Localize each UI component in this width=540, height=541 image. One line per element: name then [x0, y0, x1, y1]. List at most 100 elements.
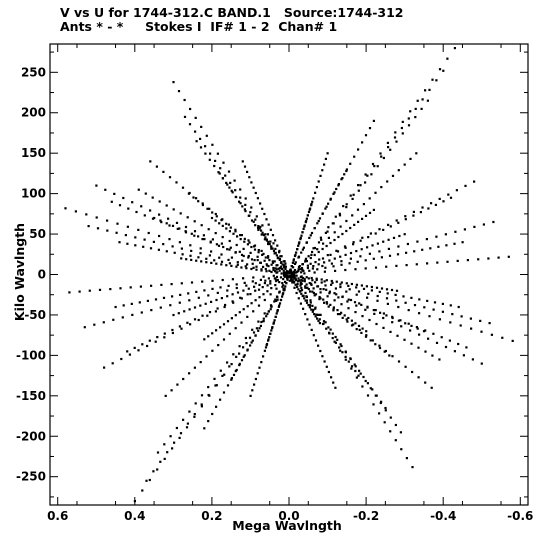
uv-point: [297, 288, 300, 291]
uv-point: [324, 231, 327, 234]
uv-point: [378, 412, 381, 415]
uv-point: [287, 275, 290, 278]
uv-point: [344, 253, 347, 256]
uv-point: [211, 279, 214, 282]
uv-point: [270, 329, 273, 332]
uv-point: [193, 413, 196, 416]
y-tick-label: -150: [16, 389, 46, 403]
uv-point: [404, 365, 407, 368]
uv-point: [314, 261, 317, 264]
uv-point: [327, 202, 330, 205]
axis-ticks: [50, 44, 528, 505]
uv-point: [274, 298, 277, 301]
uv-point: [336, 313, 340, 316]
uv-point: [255, 327, 258, 330]
uv-point: [201, 203, 204, 207]
uv-point: [317, 263, 320, 266]
uv-point: [442, 69, 445, 72]
uv-point: [321, 247, 324, 251]
uv-point: [282, 269, 285, 272]
uv-point: [332, 307, 335, 310]
uv-point: [318, 295, 321, 299]
uv-point: [417, 376, 420, 379]
uv-point: [216, 307, 219, 310]
uv-point: [272, 266, 275, 270]
uv-point: [239, 188, 242, 191]
uv-point: [321, 169, 324, 172]
uv-point: [250, 302, 253, 305]
uv-point: [315, 313, 318, 316]
uv-point: [214, 232, 217, 235]
uv-point: [210, 250, 213, 253]
uv-point: [121, 316, 124, 319]
uv-point: [470, 327, 473, 330]
uv-point: [349, 357, 352, 360]
uv-point: [295, 291, 298, 295]
uv-point: [453, 47, 456, 50]
uv-point: [404, 322, 407, 325]
uv-point: [308, 282, 311, 285]
uv-point: [405, 264, 408, 267]
uv-point: [193, 220, 196, 223]
uv-point: [374, 309, 377, 312]
uv-point: [317, 319, 320, 322]
uv-point: [400, 126, 403, 130]
uv-point: [279, 255, 282, 258]
uv-point: [278, 269, 281, 272]
uv-point: [221, 177, 224, 180]
y-tick-label: 100: [21, 187, 46, 201]
plot-subtitle: Ants * - * Stokes I IF# 1 - 2 Chan# 1: [60, 19, 338, 34]
uv-point: [162, 243, 165, 246]
y-tick-label: 200: [21, 106, 46, 120]
uv-point: [263, 312, 266, 315]
uv-point: [221, 374, 224, 377]
uv-point: [312, 265, 315, 268]
uv-point: [213, 259, 216, 262]
uv-point: [238, 364, 241, 367]
uv-point: [193, 230, 197, 233]
uv-point: [180, 247, 183, 250]
uv-point: [114, 305, 117, 309]
uv-point: [218, 256, 221, 259]
uv-point: [221, 224, 224, 227]
uv-point: [291, 281, 294, 284]
uv-point: [435, 79, 438, 82]
uv-point: [141, 489, 144, 492]
uv-point: [325, 301, 328, 304]
uv-point: [278, 302, 282, 305]
uv-point: [344, 246, 347, 249]
uv-point: [334, 341, 337, 344]
uv-point: [218, 172, 221, 175]
uv-point: [178, 301, 181, 304]
uv-point: [254, 289, 257, 292]
uv-point: [357, 374, 360, 377]
uv-point: [401, 132, 404, 135]
uv-point: [181, 186, 185, 189]
uv-point: [366, 394, 370, 397]
y-tick-label: -100: [16, 348, 46, 362]
uv-point: [293, 286, 296, 289]
uv-point: [343, 245, 347, 248]
uv-point: [433, 301, 437, 304]
uv-point: [203, 427, 206, 430]
uv-point: [378, 228, 381, 231]
uv-point: [379, 401, 382, 405]
uv-point: [180, 257, 183, 260]
uv-point: [397, 319, 400, 322]
uv-point: [376, 242, 379, 245]
uv-point: [278, 249, 281, 252]
uv-point: [409, 110, 412, 113]
uv-point: [324, 284, 327, 287]
uv-point: [473, 180, 476, 183]
uv-point: [269, 308, 272, 311]
uv-point: [378, 290, 381, 293]
uv-point: [298, 279, 301, 282]
uv-point: [300, 286, 303, 290]
uv-point: [357, 184, 360, 187]
uv-point: [511, 339, 514, 342]
uv-point: [403, 233, 406, 236]
uv-point: [404, 218, 407, 221]
uv-point: [300, 251, 303, 254]
uv-point: [227, 170, 231, 173]
uv-point: [200, 125, 203, 128]
